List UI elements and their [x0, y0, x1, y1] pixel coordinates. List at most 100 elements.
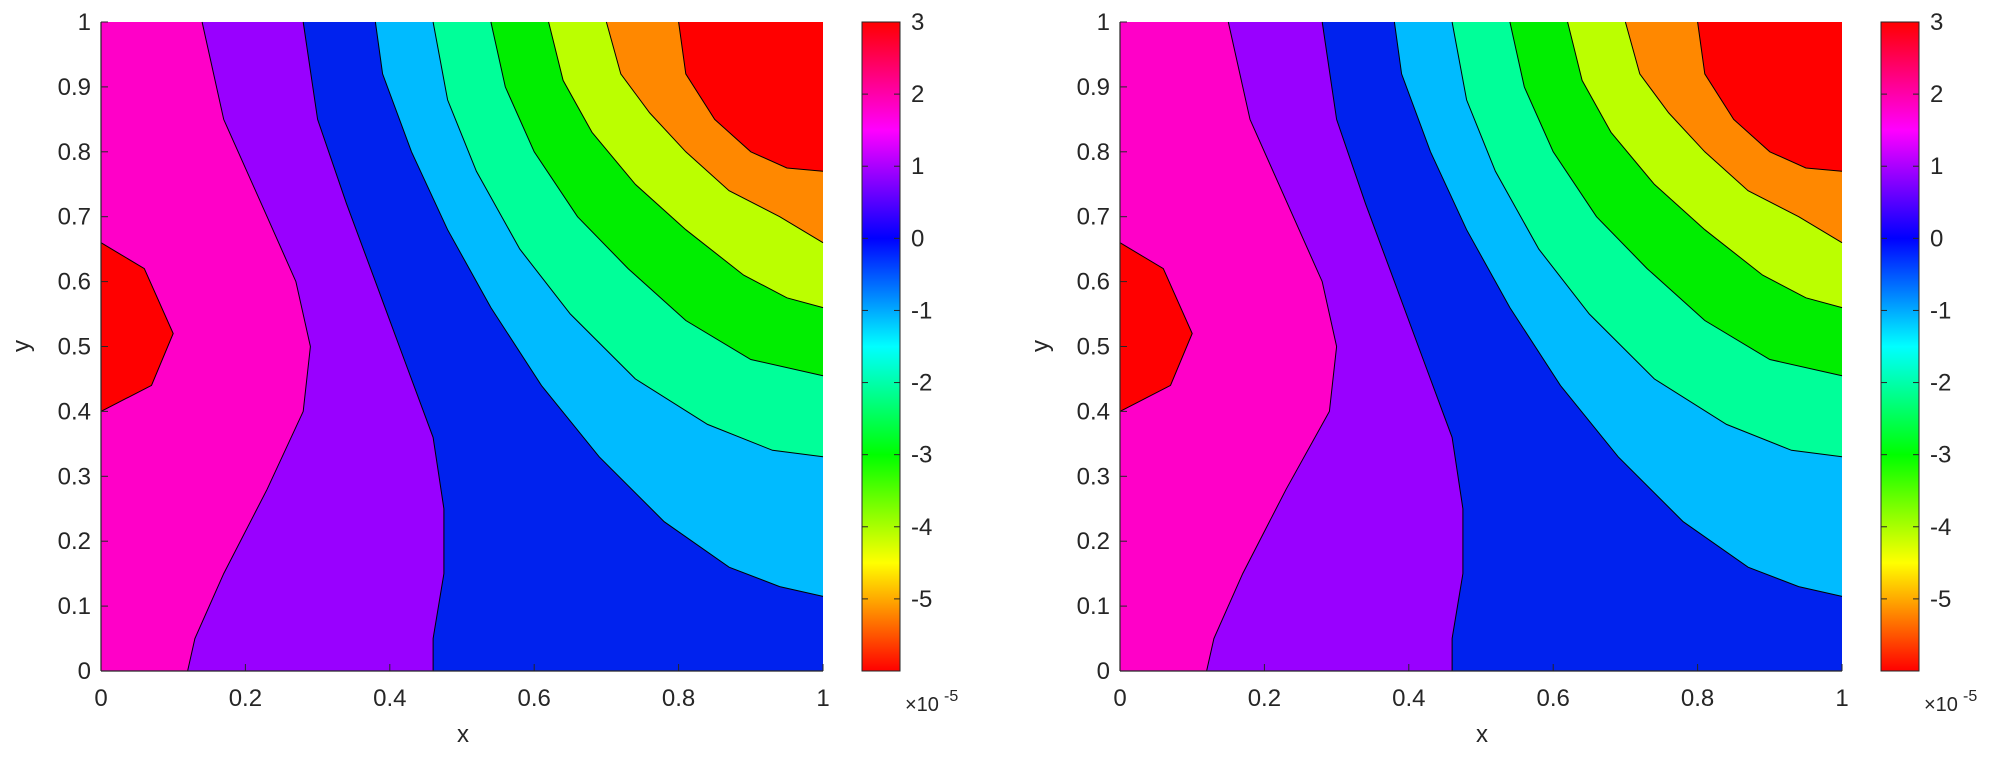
- y-tick-label: 0.7: [58, 204, 91, 231]
- contour-line: [1567, 21, 1843, 309]
- colorbar-tick-label: -2: [911, 370, 932, 397]
- contour-region-left-peak: [1120, 242, 1193, 412]
- contour-line: [1321, 21, 1464, 671]
- colorbar-exponent-power: -5: [1963, 688, 1977, 705]
- y-tick-labels: 0 0.1 0.2 0.3 0.4 0.5 0.6 0.7 0.8 0.9 1: [58, 9, 91, 685]
- contour-region-level-m5: [1625, 22, 1842, 671]
- contour-lines: [1119, 21, 1843, 672]
- contour-line: [1119, 242, 1193, 412]
- colorbar-exponent-power: -5: [944, 688, 958, 705]
- colorbar-tick-label: -3: [911, 442, 932, 469]
- x-tick-label: 1: [816, 685, 829, 712]
- x-tick-label: 0.6: [1537, 685, 1570, 712]
- colorbar-exponent: ×10 -5: [905, 688, 958, 716]
- y-tick-label: 0.3: [58, 463, 91, 490]
- x-tick-label: 0.2: [229, 685, 262, 712]
- y-tick-label: 0.8: [58, 139, 91, 166]
- y-tick-label: 0.9: [1077, 74, 1110, 101]
- contour-line: [432, 21, 824, 458]
- contour-plot-right: 0 0.2 0.4 0.6 0.8 1 0 0.1 0.2 0.3 0.4 0.5 0.6 0.7 0.8…: [1027, 9, 1977, 748]
- y-tick-label: 1: [78, 9, 91, 36]
- contour-line: [548, 21, 824, 309]
- x-tick-labels: 0 0.2 0.4 0.6 0.8 1: [94, 685, 829, 712]
- colorbar-tick-label: 3: [911, 9, 924, 36]
- colorbar-strip: [1880, 21, 1920, 672]
- colorbar-tick-labels: 3 2 1 0 -1 -2 -3 -4 -5: [1930, 9, 1951, 613]
- x-axis-label: x: [1476, 721, 1488, 748]
- contour-line: [1624, 21, 1843, 244]
- colorbar-tick-label: 2: [1930, 81, 1943, 108]
- contour-region-level-m5: [606, 22, 823, 671]
- y-tick-label: 0.2: [58, 528, 91, 555]
- y-tick-label: 0.9: [58, 74, 91, 101]
- contour-lines: [100, 21, 824, 672]
- colorbar-strip: [861, 21, 901, 672]
- contour-line: [605, 21, 824, 244]
- x-tick-label: 0.8: [1681, 685, 1714, 712]
- colorbar-exponent: ×10 -5: [1924, 688, 1977, 716]
- plot-axes: [100, 21, 824, 672]
- y-tick-label: 0.5: [58, 334, 91, 361]
- y-tick-labels: 0 0.1 0.2 0.3 0.4 0.5 0.6 0.7 0.8 0.9 1: [1077, 9, 1110, 685]
- contour-line: [1451, 21, 1843, 458]
- contour-line: [1393, 21, 1843, 597]
- y-tick-label: 1: [1097, 9, 1110, 36]
- contour-plot-left: 0 0.2 0.4 0.6 0.8 1 0 0.1 0.2 0.3 0.4 0.5 0.6 0.7 0.8…: [8, 9, 958, 748]
- x-tick-label: 1: [1835, 685, 1848, 712]
- y-tick-label: 0.8: [1077, 139, 1110, 166]
- colorbar-tick-label: -5: [911, 586, 932, 613]
- x-tick-label: 0: [1113, 685, 1126, 712]
- contour-line: [1206, 21, 1338, 672]
- x-tick-label: 0.4: [373, 685, 406, 712]
- colorbar-tick-label: -3: [1930, 442, 1951, 469]
- contour-line: [1509, 21, 1843, 377]
- contour-panel-right: 0 0.2 0.4 0.6 0.8 1 0 0.1 0.2 0.3 0.4 0.5 0.6 0.7 0.8…: [1019, 0, 2000, 759]
- y-tick-label: 0.6: [58, 269, 91, 296]
- colorbar-tick-label: -1: [1930, 297, 1951, 324]
- contour-fills: [1120, 22, 1842, 671]
- y-tick-label: 0.1: [1077, 593, 1110, 620]
- y-tick-label: 0.3: [1077, 463, 1110, 490]
- x-tick-labels: 0 0.2 0.4 0.6 0.8 1: [1113, 685, 1848, 712]
- x-tick-label: 0.4: [1392, 685, 1425, 712]
- colorbar-tick-label: 0: [1930, 225, 1943, 252]
- colorbar-tick-label: 2: [911, 81, 924, 108]
- contour-region-left-peak: [101, 242, 174, 412]
- colorbar-tick-label: 1: [911, 153, 924, 180]
- colorbar-exponent-base: ×10: [1924, 694, 1958, 716]
- colorbar: [1880, 21, 1920, 672]
- y-tick-label: 0: [78, 658, 91, 685]
- contour-line: [302, 21, 445, 671]
- y-tick-label: 0: [1097, 658, 1110, 685]
- y-tick-label: 0.5: [1077, 334, 1110, 361]
- colorbar-tick-labels: 3 2 1 0 -1 -2 -3 -4 -5: [911, 9, 932, 613]
- colorbar: [861, 21, 901, 672]
- y-tick-label: 0.7: [1077, 204, 1110, 231]
- colorbar-tick-label: -5: [1930, 586, 1951, 613]
- colorbar-tick-label: 3: [1930, 9, 1943, 36]
- colorbar-tick-label: 1: [1930, 153, 1943, 180]
- x-tick-label: 0.6: [518, 685, 551, 712]
- y-tick-label: 0.2: [1077, 528, 1110, 555]
- y-tick-label: 0.4: [1077, 398, 1110, 425]
- colorbar-tick-label: -2: [1930, 370, 1951, 397]
- contour-line: [490, 21, 824, 377]
- contour-panel-left: 0 0.2 0.4 0.6 0.8 1 0 0.1 0.2 0.3 0.4 0.5 0.6 0.7 0.8…: [8, 9, 958, 748]
- y-axis-label: y: [8, 340, 35, 352]
- y-axis-label: y: [1027, 340, 1054, 352]
- x-tick-label: 0.2: [1248, 685, 1281, 712]
- colorbar-tick-label: -4: [911, 514, 932, 541]
- plot-axes: [1119, 21, 1843, 672]
- contour-line: [678, 21, 824, 172]
- colorbar-exponent-base: ×10: [905, 694, 939, 716]
- colorbar-tick-label: 0: [911, 225, 924, 252]
- y-tick-label: 0.1: [58, 593, 91, 620]
- colorbar-tick-label: -4: [1930, 514, 1951, 541]
- colorbar-tick-label: -1: [911, 297, 932, 324]
- y-tick-label: 0.6: [1077, 269, 1110, 296]
- contour-line: [1697, 21, 1843, 172]
- contour-line: [374, 21, 824, 597]
- contour-line: [100, 242, 174, 412]
- contour-line: [187, 21, 311, 672]
- x-axis-label: x: [457, 721, 469, 748]
